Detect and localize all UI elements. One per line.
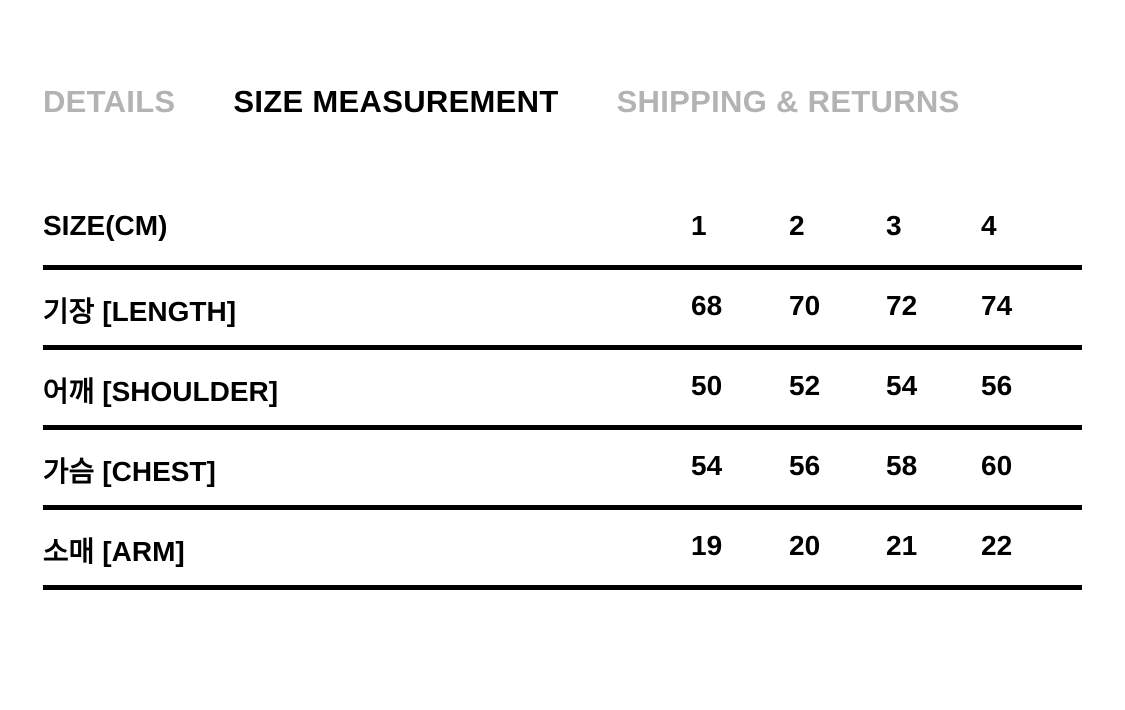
- header-size: 3: [886, 210, 902, 241]
- size-table: SIZE(CM) 1 2 3 4 기장 [LENGTH] 68 70 72 74…: [43, 190, 1082, 590]
- cell-value: 70: [789, 290, 821, 321]
- cell-value: 74: [981, 290, 1013, 321]
- tab-details[interactable]: DETAILS: [43, 84, 176, 119]
- table-row-length: 기장 [LENGTH] 68 70 72 74: [43, 270, 1082, 350]
- cell-value: 68: [691, 290, 723, 321]
- cell-value: 60: [981, 450, 1013, 481]
- header-size: 4: [981, 210, 997, 241]
- header-label: SIZE(CM): [43, 210, 168, 241]
- table-row-chest: 가슴 [CHEST] 54 56 58 60: [43, 430, 1082, 510]
- cell-value: 56: [789, 450, 821, 481]
- tab-bar: DETAILS SIZE MEASUREMENT SHIPPING & RETU…: [43, 84, 960, 120]
- cell-value: 50: [691, 370, 723, 401]
- row-label: 가슴 [CHEST]: [43, 456, 216, 487]
- cell-value: 21: [886, 530, 918, 561]
- tab-size-measurement[interactable]: SIZE MEASUREMENT: [233, 84, 559, 119]
- cell-value: 54: [691, 450, 723, 481]
- cell-value: 56: [981, 370, 1013, 401]
- cell-value: 20: [789, 530, 821, 561]
- cell-value: 54: [886, 370, 918, 401]
- table-row-shoulder: 어깨 [SHOULDER] 50 52 54 56: [43, 350, 1082, 430]
- row-label: 소매 [ARM]: [43, 536, 185, 567]
- cell-value: 72: [886, 290, 918, 321]
- row-label: 기장 [LENGTH]: [43, 296, 237, 327]
- cell-value: 58: [886, 450, 918, 481]
- table-row-arm: 소매 [ARM] 19 20 21 22: [43, 510, 1082, 590]
- tab-shipping-returns[interactable]: SHIPPING & RETURNS: [616, 84, 960, 119]
- table-header-row: SIZE(CM) 1 2 3 4: [43, 190, 1082, 270]
- header-size: 1: [691, 210, 707, 241]
- header-size: 2: [789, 210, 805, 241]
- row-label: 어깨 [SHOULDER]: [43, 376, 279, 407]
- cell-value: 19: [691, 530, 723, 561]
- cell-value: 52: [789, 370, 821, 401]
- cell-value: 22: [981, 530, 1013, 561]
